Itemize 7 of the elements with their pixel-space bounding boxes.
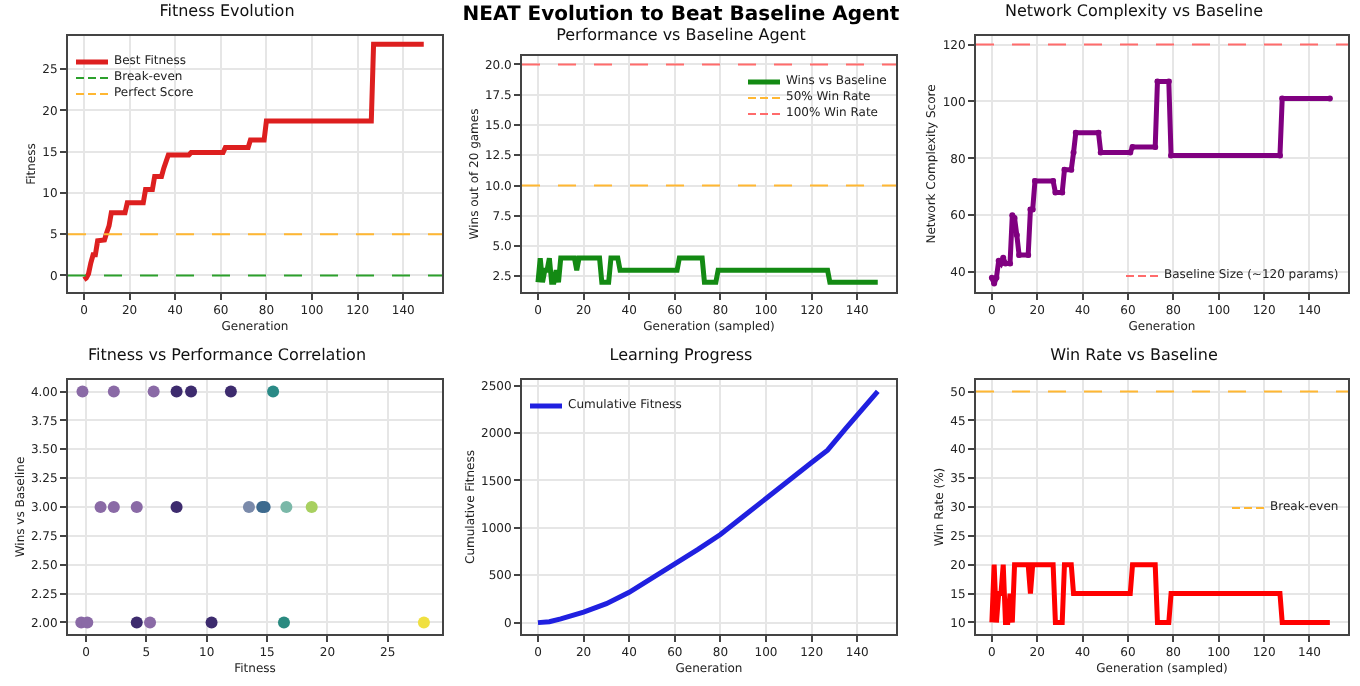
chart-title: Network Complexity vs Baseline [1004,2,1264,21]
text: NEAT Evolution to Beat Baseline Agent [460,4,902,26]
chart-title: Performance vs Baseline Agent [556,26,806,45]
chart-title: Win Rate vs Baseline [1050,346,1218,365]
chart-title: Learning Progress [609,346,753,365]
chart-title: Fitness Evolution [159,2,295,21]
chart-title: Fitness vs Performance Correlation [87,346,367,365]
